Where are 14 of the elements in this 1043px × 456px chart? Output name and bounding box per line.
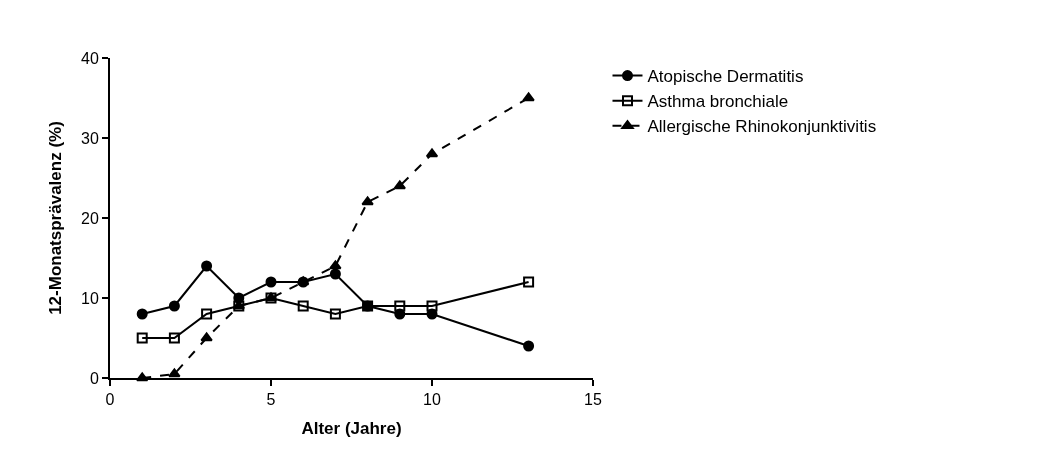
y-tick-label: 0 [89,369,99,387]
y-tick-label: 10 [81,289,99,307]
y-tick-label: 40 [81,49,99,67]
legend-label: Asthma bronchiale [647,92,789,112]
x-tick-label: 0 [105,391,115,409]
x-tick-label: 5 [266,391,276,409]
x-axis-title: Alter (Jahre) [301,419,402,439]
y-tick-label: 20 [81,209,99,227]
x-tick-label: 10 [423,391,441,409]
y-tick-label: 30 [81,129,99,147]
x-tick-label: 15 [584,391,602,409]
y-axis-title: 12-Monatsprävalenz (%) [46,121,66,315]
legend-label: Atopische Dermatitis [647,67,804,87]
legend-label: Allergische Rhinokonjunktivitis [647,117,877,137]
